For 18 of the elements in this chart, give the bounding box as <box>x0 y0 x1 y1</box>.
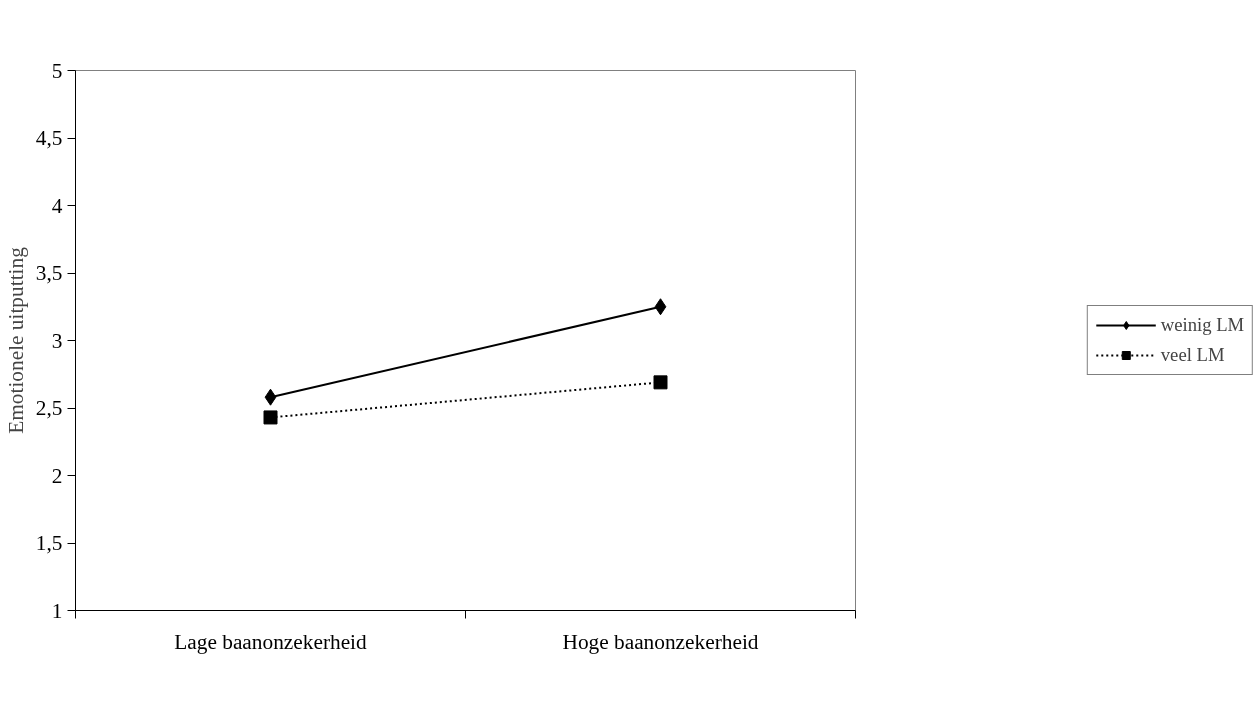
x-tick-label: Hoge baanonzekerheid <box>562 629 759 654</box>
point <box>654 298 667 316</box>
x-tick-label: Lage baanonzekerheid <box>174 629 368 654</box>
y-tick-label: 4,5 <box>35 126 63 150</box>
y-axis-title: Emotionele uitputting <box>3 246 28 434</box>
legend-label: weinig LM <box>1160 314 1245 336</box>
point <box>653 375 668 390</box>
legend-label: veel LM <box>1160 344 1225 366</box>
point <box>264 388 277 406</box>
y-tick-label: 3 <box>51 328 63 353</box>
y-tick-label: 5 <box>51 58 63 83</box>
y-tick-label: 2 <box>51 463 63 488</box>
y-tick-label: 2,5 <box>35 396 63 420</box>
y-tick-label: 4 <box>51 193 63 218</box>
y-tick-label: 3,5 <box>35 261 63 285</box>
y-tick-label: 1 <box>51 598 63 623</box>
point <box>263 410 278 425</box>
y-tick-label: 1,5 <box>35 531 63 555</box>
